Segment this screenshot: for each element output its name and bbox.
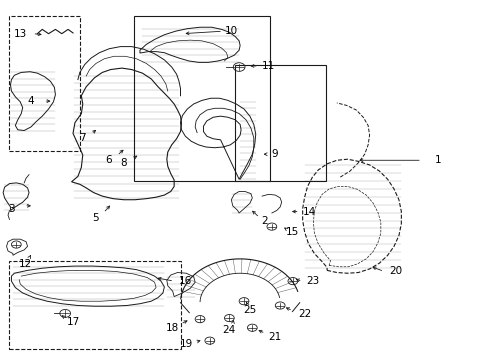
Text: 9: 9 <box>271 149 278 159</box>
Text: 19: 19 <box>180 339 193 349</box>
Text: 5: 5 <box>93 213 99 222</box>
Text: 13: 13 <box>14 29 27 39</box>
Bar <box>8 261 180 349</box>
Bar <box>9 16 80 151</box>
Text: 8: 8 <box>121 158 127 168</box>
Text: 16: 16 <box>179 276 192 286</box>
Text: 7: 7 <box>79 133 86 143</box>
Text: 20: 20 <box>389 266 402 276</box>
Text: 22: 22 <box>298 310 311 319</box>
Bar <box>235 65 326 181</box>
Text: 10: 10 <box>225 26 238 36</box>
Text: 6: 6 <box>105 155 112 165</box>
Text: 11: 11 <box>262 61 275 71</box>
Text: 14: 14 <box>303 207 316 217</box>
Text: 17: 17 <box>66 317 80 327</box>
Text: 25: 25 <box>243 305 256 315</box>
Text: 2: 2 <box>261 216 268 226</box>
Text: 18: 18 <box>166 323 179 333</box>
Bar <box>134 16 270 181</box>
Text: 23: 23 <box>306 276 319 286</box>
Text: 24: 24 <box>223 325 236 335</box>
Text: 3: 3 <box>8 204 15 214</box>
Text: 4: 4 <box>27 96 34 106</box>
Text: 15: 15 <box>286 227 299 237</box>
Text: 21: 21 <box>269 332 282 342</box>
Text: 12: 12 <box>19 259 32 269</box>
Text: 1: 1 <box>435 155 441 165</box>
